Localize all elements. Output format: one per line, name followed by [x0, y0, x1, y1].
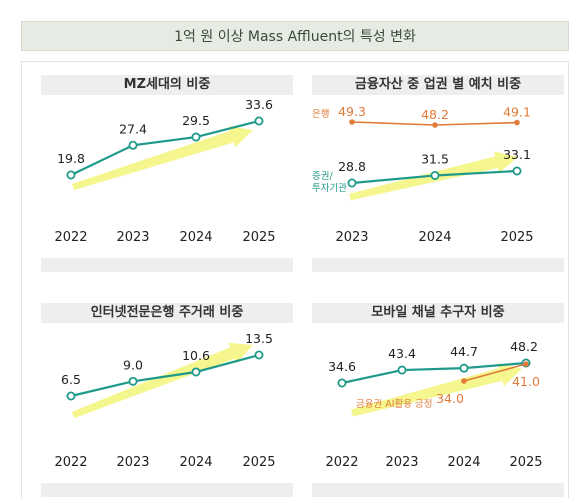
data-point — [254, 350, 264, 360]
data-point — [191, 132, 201, 142]
data-label-bank: 48.2 — [421, 107, 449, 122]
x-tick-label: 2024 — [179, 455, 212, 470]
x-tick-label: 2025 — [509, 455, 542, 470]
data-label: 9.0 — [123, 357, 143, 372]
data-point-bank — [349, 119, 355, 125]
data-point — [254, 116, 264, 126]
data-label-ai: 34.0 — [436, 391, 464, 406]
chart-title: 인터넷전문은행 주거래 비중 — [41, 303, 293, 323]
x-tick-label: 2024 — [418, 230, 451, 245]
data-point-ai — [461, 378, 467, 384]
series-line-ai — [463, 363, 527, 382]
panel-footer-bar — [312, 483, 564, 497]
data-point-bank — [432, 122, 438, 128]
x-tick-label: 2024 — [447, 455, 480, 470]
series-name-securities: 투자기관 — [312, 183, 347, 194]
data-point-bank — [514, 119, 520, 126]
chart-title: 금융자산 중 업권 별 예치 비중 — [312, 75, 564, 95]
chart-internet-bank-share: 6.5 9.0 10.6 13.5 2022 2023 2024 2025 — [54, 331, 275, 470]
data-point — [128, 376, 138, 386]
x-tick-label: 2023 — [385, 455, 418, 470]
x-tick-label: 2025 — [500, 230, 533, 245]
x-tick-label: 2023 — [116, 455, 149, 470]
chart-title: MZ세대의 비중 — [41, 75, 293, 95]
data-point — [66, 391, 76, 401]
series-line-mobile — [341, 361, 527, 385]
x-tick-label: 2025 — [242, 230, 275, 245]
x-tick-label: 2024 — [179, 230, 212, 245]
data-label-bank: 49.3 — [338, 104, 366, 119]
data-label-ai: 41.0 — [512, 374, 540, 389]
chart-title: 모바일 채널 추구자 비중 — [312, 303, 564, 323]
chart-mz-share: 19.8 27.4 29.5 33.6 2022 2023 2024 2025 — [54, 97, 275, 245]
data-label-mobile: 43.4 — [388, 346, 416, 361]
series-name-bank: 은행 — [312, 108, 329, 120]
series-line — [70, 119, 260, 176]
data-label-securities: 33.1 — [503, 147, 531, 162]
series-line — [70, 353, 260, 398]
data-point-securities — [512, 166, 522, 176]
data-label: 29.5 — [182, 113, 210, 128]
x-tick-label: 2022 — [54, 230, 87, 245]
x-tick-label: 2023 — [335, 230, 368, 245]
trend-arrow — [72, 126, 253, 191]
trend-arrow — [71, 342, 253, 419]
data-label-mobile: 48.2 — [510, 339, 538, 354]
data-label-mobile: 44.7 — [450, 344, 478, 359]
panel-footer-bar — [41, 483, 293, 497]
data-label: 10.6 — [182, 348, 210, 363]
data-label-securities: 28.8 — [338, 159, 366, 174]
data-label: 13.5 — [245, 331, 273, 346]
data-label-securities: 31.5 — [421, 151, 449, 166]
data-point-ai — [523, 361, 529, 367]
charts-frame — [21, 61, 569, 498]
data-point-mobile — [397, 365, 407, 375]
data-point-securities — [430, 170, 440, 180]
data-label: 33.6 — [245, 97, 273, 112]
data-point — [66, 170, 76, 180]
data-point — [128, 140, 138, 150]
x-tick-label: 2022 — [325, 455, 358, 470]
panel-footer-bar — [312, 258, 564, 272]
chart-mobile-channel-share: 34.6 43.4 44.7 48.2 34.0 41.0 금융권 AI활용 긍정 2022 2… — [325, 339, 542, 470]
data-label-bank: 49.1 — [503, 105, 531, 120]
page-title: 1억 원 이상 Mass Affluent의 특성 변화 — [21, 21, 569, 51]
x-tick-label: 2023 — [116, 230, 149, 245]
page-title-text: 1억 원 이상 Mass Affluent의 특성 변화 — [174, 29, 416, 45]
series-name-ai: 금융권 AI활용 긍정 — [356, 398, 433, 410]
data-label: 6.5 — [61, 372, 81, 387]
panel-footer-bar — [41, 258, 293, 272]
data-label: 19.8 — [57, 151, 85, 166]
data-point-securities — [347, 178, 357, 188]
data-point — [191, 367, 201, 377]
series-name-securities: 증권/ — [312, 170, 333, 182]
data-point-mobile — [337, 378, 347, 388]
data-label: 27.4 — [119, 121, 147, 136]
data-label-mobile: 34.6 — [328, 359, 356, 374]
chart-deposit-share: 49.3 48.2 49.1 은행 28.8 31.5 33.1 증권/투자기관 2023 202… — [312, 104, 534, 245]
x-tick-label: 2022 — [54, 455, 87, 470]
data-point-mobile — [459, 363, 469, 373]
x-tick-label: 2025 — [242, 455, 275, 470]
